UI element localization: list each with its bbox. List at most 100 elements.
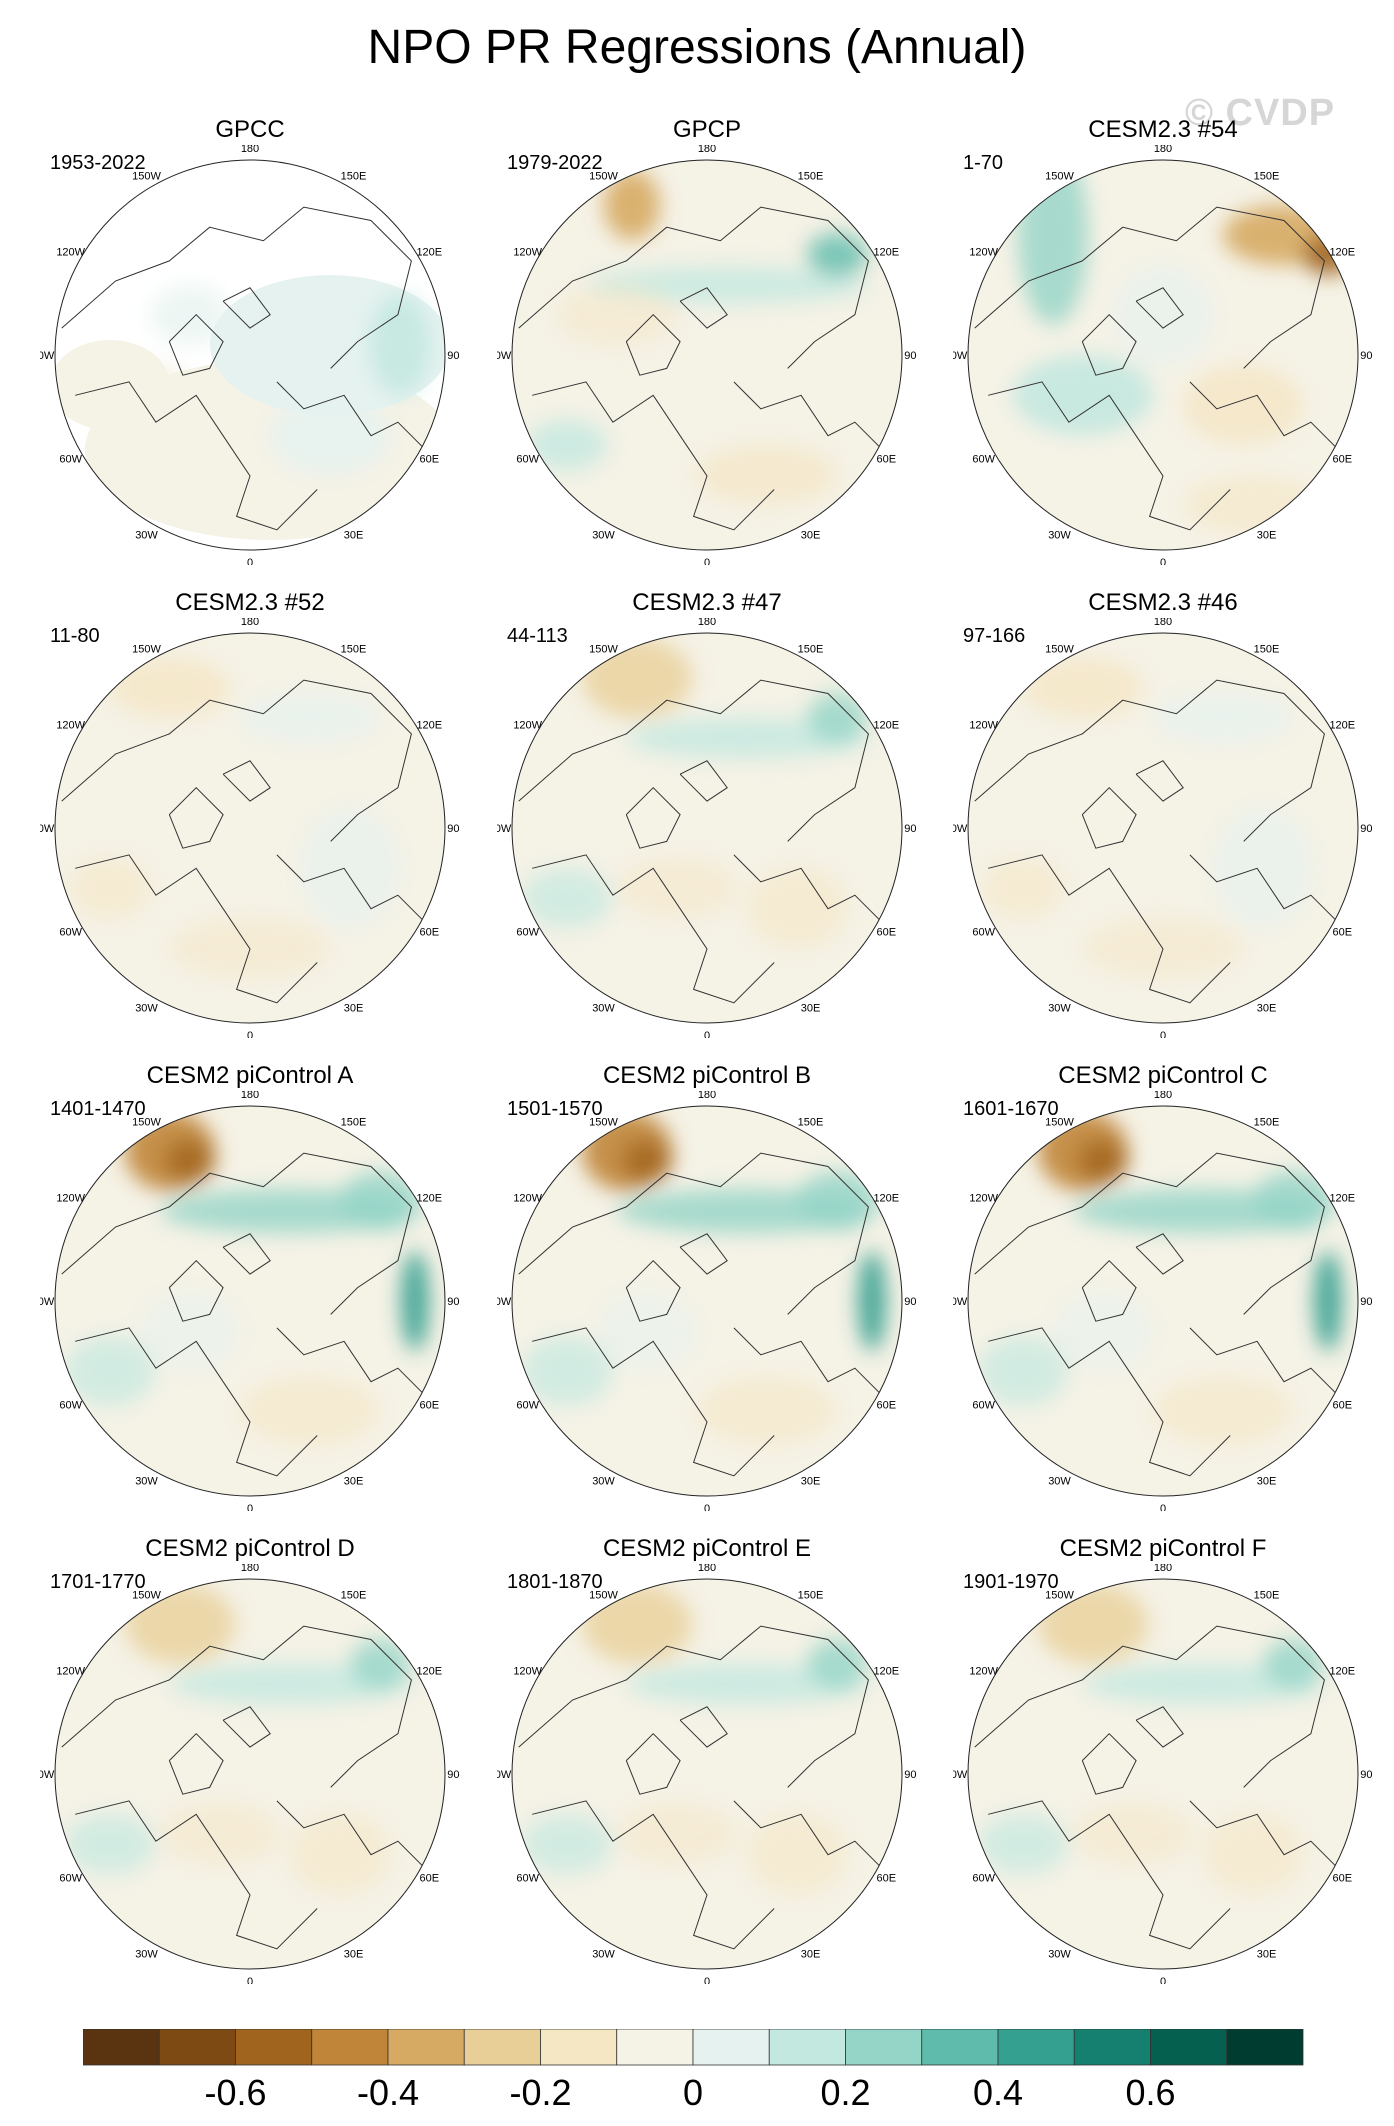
map-border	[511, 1578, 903, 1970]
colorbar-swatch	[997, 2029, 1075, 2066]
coastline	[532, 1327, 775, 1477]
colorbar: -0.6 -0.4 -0.2 0 0.2 0.4 0.6	[83, 2029, 1304, 2113]
longitude-label: 90E	[447, 1769, 460, 1781]
anomaly-shading	[110, 658, 230, 718]
longitude-label: 90W	[497, 1769, 512, 1781]
longitude-label: 0	[247, 1976, 253, 1984]
panel-title: CESM2 piControl D	[145, 1535, 355, 1562]
anomaly-shading	[807, 693, 867, 743]
anomaly-shading	[858, 1251, 886, 1351]
longitude-label: 60W	[516, 1400, 539, 1412]
anomaly-shading	[604, 170, 660, 240]
map-panel: CESM2.3 #46 97-166 180 150E 120E 90E 60E 30E 0 30…	[953, 588, 1373, 1058]
longitude-label: 120E	[1329, 720, 1355, 732]
map-border	[54, 1105, 446, 1497]
polar-map: 180 150E 120E 90E 60E 30E 0 30W 60W 90W 120W 150W	[497, 1564, 917, 1984]
map-panel: GPCC 1953-2022 180 150E 120E 90E 60E 30E 0 30W 60W…	[40, 115, 460, 585]
coastline	[61, 679, 412, 842]
anomaly-shading	[1183, 475, 1323, 535]
longitude-label: 60E	[877, 454, 897, 466]
panel-title: CESM2 piControl B	[602, 1062, 812, 1089]
panel-period: 1901-1970	[963, 1571, 1059, 1593]
anomaly-shading	[350, 1639, 410, 1689]
anomaly-shading	[1153, 693, 1293, 743]
anomaly-shading	[557, 285, 677, 345]
longitude-label: 30W	[135, 1002, 158, 1014]
longitude-label: 90W	[40, 350, 55, 362]
longitude-label: 180	[698, 618, 716, 628]
colorbar-swatch	[768, 2029, 846, 2066]
anomaly-shading	[290, 1814, 390, 1894]
map-panel: CESM2.3 #52 11-80 180 150E 120E 90E 60E 30E 0 30W…	[40, 588, 460, 1058]
longitude-label: 120E	[873, 247, 899, 259]
map-background	[512, 1579, 902, 1969]
panel-title: CESM2 piControl A	[146, 1062, 354, 1089]
coastline	[988, 1800, 1231, 1950]
longitude-label: 120W	[56, 1193, 85, 1205]
polar-map: 180 150E 120E 90E 60E 30E 0 30W 60W 90W 120W 150W	[40, 145, 460, 565]
longitude-label: 120E	[1329, 247, 1355, 259]
longitude-label: 90E	[447, 1296, 460, 1308]
longitude-label: 30W	[1048, 1002, 1071, 1014]
map-border	[511, 632, 903, 1024]
panel-period: 1801-1870	[507, 1571, 603, 1593]
anomaly-shading	[597, 1291, 697, 1371]
anomaly-shading	[978, 1814, 1068, 1874]
map-border	[511, 159, 903, 551]
longitude-label: 120W	[56, 1666, 85, 1678]
map-panel: CESM2 piControl C 1601-1670 180 150E 120E 90E…	[953, 1061, 1373, 1531]
coastline	[222, 1706, 271, 1748]
map-border	[967, 1105, 1359, 1497]
longitude-label: 0	[704, 1030, 710, 1038]
colorbar-swatch	[158, 2029, 236, 2066]
panel-period: 1601-1670	[963, 1098, 1059, 1120]
panel-period: 1979-2022	[507, 152, 603, 174]
anomaly-shading	[1203, 1814, 1303, 1894]
anomaly-shading	[807, 233, 867, 277]
coastline	[679, 287, 728, 329]
anomaly-shading	[617, 858, 737, 918]
longitude-label: 60W	[516, 454, 539, 466]
coastline	[222, 760, 271, 802]
coastline	[168, 1732, 224, 1795]
longitude-label: 120W	[969, 247, 998, 259]
coastline	[988, 854, 1231, 1004]
map-panel: GPCP 1979-2022 180 150E 120E 90E 60E 30E 0 30W 60W…	[497, 115, 917, 585]
anomaly-shading	[160, 1804, 280, 1864]
longitude-label: 30E	[801, 1948, 821, 1960]
longitude-label: 120E	[416, 1666, 442, 1678]
anomaly-shading	[1083, 918, 1243, 978]
anomaly-shading	[747, 868, 847, 948]
longitude-label: 90E	[1360, 350, 1373, 362]
longitude-label: 150W	[589, 1117, 618, 1129]
longitude-label: 90E	[447, 823, 460, 835]
longitude-label: 120W	[969, 1193, 998, 1205]
map-background	[968, 1579, 1358, 1969]
longitude-label: 180	[698, 1091, 716, 1101]
coastline	[1081, 313, 1137, 376]
anomaly-shading	[240, 1376, 380, 1446]
anomaly-shading	[983, 858, 1063, 918]
anomaly-shading	[65, 1336, 155, 1406]
anomaly-shading	[1253, 1171, 1333, 1231]
longitude-label: 120E	[1329, 1193, 1355, 1205]
longitude-label: 180	[1154, 1091, 1172, 1101]
map-background	[512, 633, 902, 1023]
anomaly-shading	[617, 1804, 737, 1864]
anomaly-shading	[522, 1814, 612, 1874]
polar-map: 180 150E 120E 90E 60E 30E 0 30W 60W 90W 120W 150W	[953, 1091, 1373, 1511]
longitude-label: 30W	[135, 1475, 158, 1487]
longitude-label: 90W	[40, 823, 55, 835]
colorbar-tick-label: 0.6	[1125, 2072, 1175, 2113]
longitude-label: 90W	[953, 823, 968, 835]
coastline	[75, 1800, 318, 1950]
colorbar-tick-label: -0.2	[509, 2072, 571, 2113]
longitude-label: 90E	[904, 823, 917, 835]
longitude-label: 120W	[56, 720, 85, 732]
map-panel: CESM2.3 #47 44-113 180 150E 120E 90E 60E 30E 0 30…	[497, 588, 917, 1058]
coastline	[75, 381, 318, 531]
longitude-label: 60W	[59, 454, 82, 466]
coastline	[518, 679, 869, 842]
longitude-label: 90E	[904, 350, 917, 362]
